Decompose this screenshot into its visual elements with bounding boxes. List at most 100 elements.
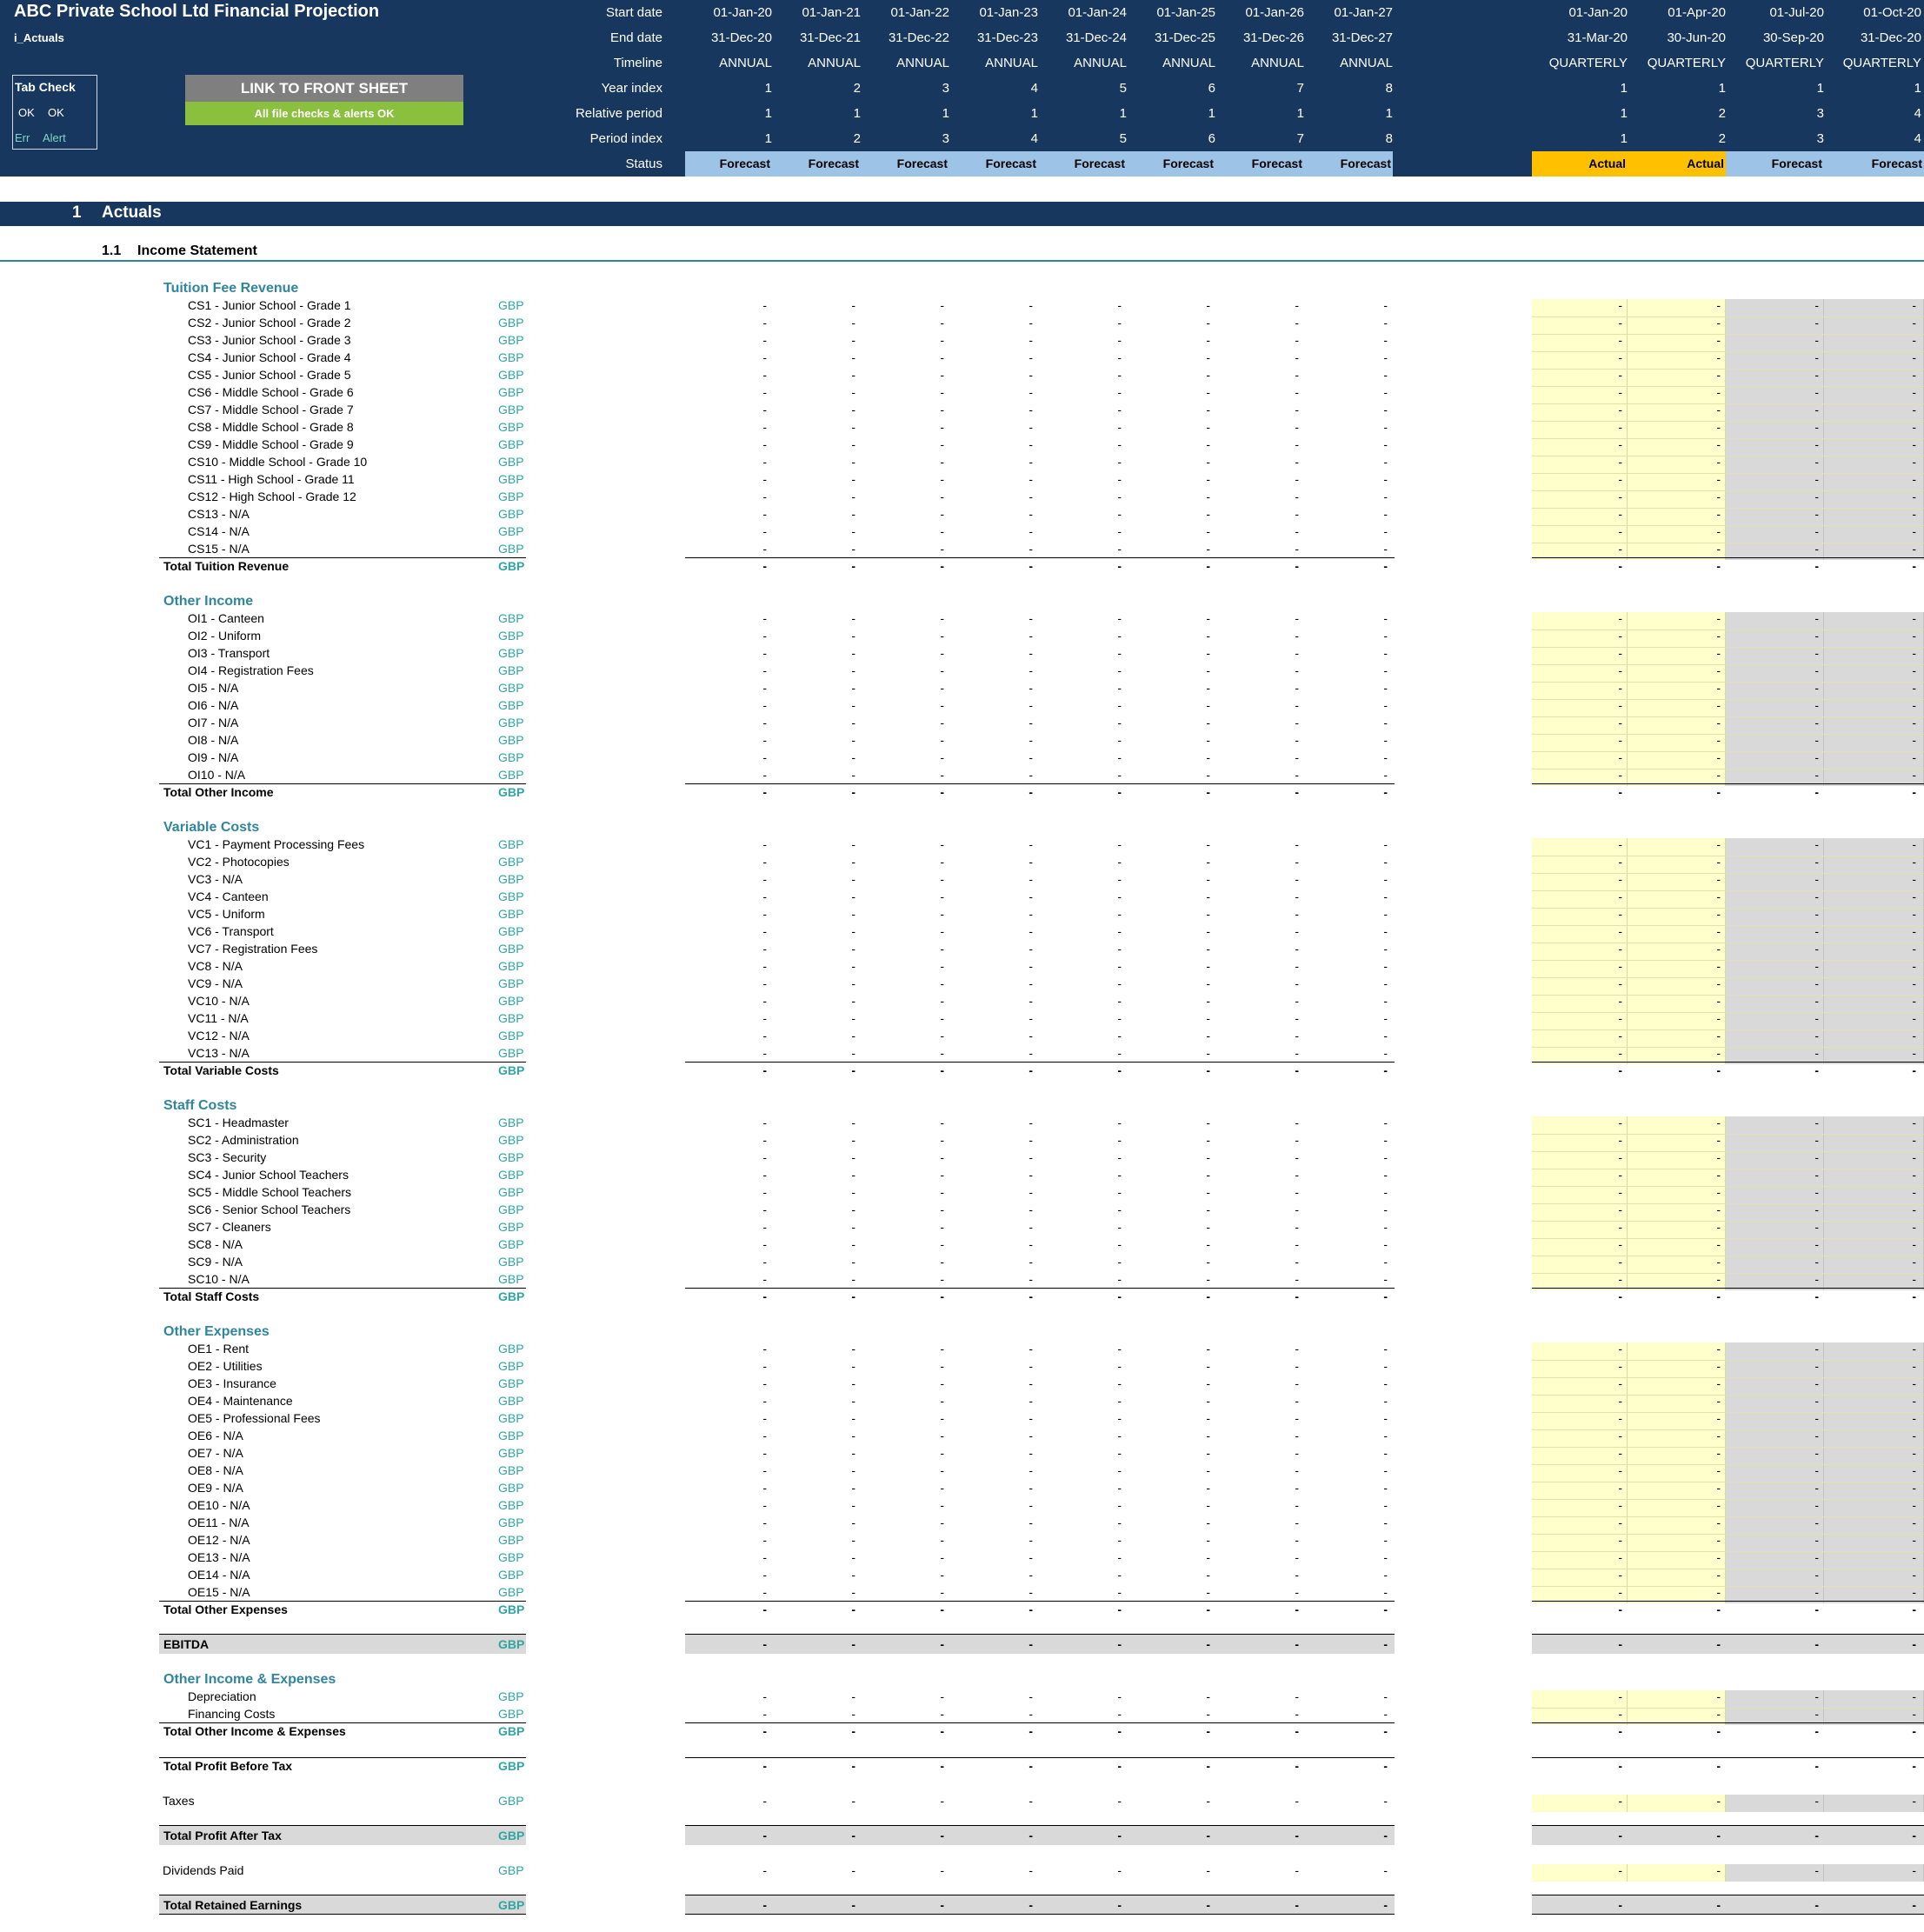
line-item-annual-7: - (1295, 1516, 1299, 1529)
line-item-quarterly-4: - (1912, 437, 1916, 451)
unit-label: GBP (498, 1220, 524, 1234)
line-item-quarterly-1: - (1618, 1011, 1622, 1025)
line-item-annual-5: - (1117, 1046, 1122, 1060)
input-gridline (1532, 682, 1924, 683)
line-item-annual-7: - (1295, 889, 1299, 903)
input-gridline (1532, 351, 1924, 352)
line-item-annual-3: - (940, 872, 944, 886)
line-item-quarterly-2: - (1716, 1220, 1721, 1234)
line-item-annual-8: - (1383, 542, 1388, 556)
line-item-annual-1: - (762, 1203, 767, 1216)
line-item-quarterly-4: - (1912, 1498, 1916, 1512)
line-item-annual-5: - (1117, 368, 1122, 382)
input-gridline (1532, 1447, 1924, 1448)
line-item-annual-2: - (851, 1463, 855, 1477)
input-actual-q2[interactable] (1628, 1342, 1726, 1603)
input-actual-q1[interactable] (1532, 1864, 1628, 1882)
line-item-label: OE15 - N/A (188, 1585, 250, 1599)
unit-label: GBP (498, 1116, 524, 1129)
unit-label: GBP (498, 681, 524, 695)
other-ie-total-annual-1: - (762, 1724, 767, 1738)
other-ie-total-annual-2: - (851, 1724, 855, 1738)
line-item-annual-7: - (1295, 837, 1299, 851)
line-item-quarterly-3: - (1814, 420, 1819, 434)
line-item-label: VC13 - N/A (188, 1046, 250, 1060)
total-rule (685, 1757, 1395, 1758)
line-item-annual-5: - (1117, 1029, 1122, 1043)
link-to-front-sheet-button[interactable]: LINK TO FRONT SHEET (185, 75, 463, 102)
input-actual-q2[interactable] (1628, 1864, 1726, 1882)
line-item-annual-1: - (762, 298, 767, 312)
line-item-annual-2: - (851, 1481, 855, 1495)
line-item-quarterly-3: - (1814, 542, 1819, 556)
line-item-annual-5: - (1117, 1376, 1122, 1390)
line-item-annual-4: - (1029, 472, 1033, 486)
line-item-quarterly-1: - (1618, 507, 1622, 521)
input-actual-q1[interactable] (1532, 1342, 1628, 1603)
group-total-annual-6: - (1206, 1289, 1210, 1303)
line-item-annual-8: - (1383, 768, 1388, 782)
line-item-annual-5: - (1117, 837, 1122, 851)
line-item-annual-8: - (1383, 889, 1388, 903)
line-item-quarterly-2: - (1716, 716, 1721, 729)
input-actual-q1[interactable] (1532, 1795, 1628, 1812)
line-item-annual-2: - (851, 1550, 855, 1564)
ebitda-row-annual-4: - (1029, 1637, 1033, 1651)
input-actual-q1[interactable] (1532, 838, 1628, 1064)
line-item-quarterly-4: - (1912, 1359, 1916, 1373)
line-item-annual-4: - (1029, 907, 1033, 921)
group-total-annual-2: - (851, 785, 855, 799)
sheet-name: i_Actuals (14, 31, 64, 44)
other-ie-total-annual-3: - (940, 1724, 944, 1738)
line-item-annual-5: - (1117, 437, 1122, 451)
profit-after-tax-row-annual-6: - (1206, 1829, 1210, 1842)
group-total-quarterly-2: - (1716, 559, 1721, 573)
line-item-quarterly-3: - (1814, 403, 1819, 416)
category-heading: Variable Costs (163, 820, 260, 835)
line-item-quarterly-2: - (1716, 1585, 1721, 1599)
line-item-annual-6: - (1206, 1272, 1210, 1286)
input-actual-q2[interactable] (1628, 1795, 1726, 1812)
line-item-label: OI10 - N/A (188, 768, 246, 782)
line-item-annual-4: - (1029, 1585, 1033, 1599)
line-item-quarterly-3: - (1814, 1568, 1819, 1582)
taxes-row-quarterly-3: - (1814, 1794, 1819, 1808)
line-item-annual-1: - (762, 872, 767, 886)
line-item-annual-4: - (1029, 316, 1033, 330)
input-actual-q1[interactable] (1532, 299, 1628, 560)
quarterly-end-1: 31-Mar-20 (1567, 30, 1628, 45)
group-total-annual-6: - (1206, 1063, 1210, 1077)
input-actual-q2[interactable] (1628, 838, 1726, 1064)
line-item-annual-6: - (1206, 1498, 1210, 1512)
unit-label: GBP (498, 1011, 524, 1025)
unit-label: GBP (498, 350, 524, 364)
line-item-annual-7: - (1295, 542, 1299, 556)
line-item-annual-2: - (851, 1585, 855, 1599)
line-item-annual-6: - (1206, 1237, 1210, 1251)
annual-end-4: 31-Dec-23 (976, 30, 1038, 45)
band-bg (1532, 1895, 1924, 1915)
total-rule (159, 1757, 526, 1758)
line-item-annual-1: - (762, 472, 767, 486)
annual-rel-1: 1 (764, 106, 772, 121)
retained-earnings-row-quarterly-3: - (1814, 1898, 1819, 1912)
ebitda-row-annual-5: - (1117, 1637, 1122, 1651)
line-item-label: VC8 - N/A (188, 959, 243, 973)
line-item-label: CS13 - N/A (188, 507, 250, 521)
band-bg (685, 1895, 1395, 1915)
annual-timeline-5: ANNUAL (1074, 56, 1127, 70)
line-item-annual-5: - (1117, 976, 1122, 990)
line-item-annual-7: - (1295, 1707, 1299, 1721)
line-item-annual-7: - (1295, 1585, 1299, 1599)
group-total-annual-6: - (1206, 1602, 1210, 1616)
line-item-quarterly-2: - (1716, 629, 1721, 643)
line-item-annual-4: - (1029, 924, 1033, 938)
input-actual-q2[interactable] (1628, 299, 1726, 560)
input-gridline (1532, 1047, 1924, 1048)
annual-start-4: 01-Jan-23 (979, 5, 1038, 20)
line-item-quarterly-1: - (1618, 472, 1622, 486)
line-item-annual-1: - (762, 1463, 767, 1477)
group-total-quarterly-1: - (1618, 1289, 1622, 1303)
line-item-label: VC7 - Registration Fees (188, 942, 318, 956)
line-item-annual-2: - (851, 1046, 855, 1060)
